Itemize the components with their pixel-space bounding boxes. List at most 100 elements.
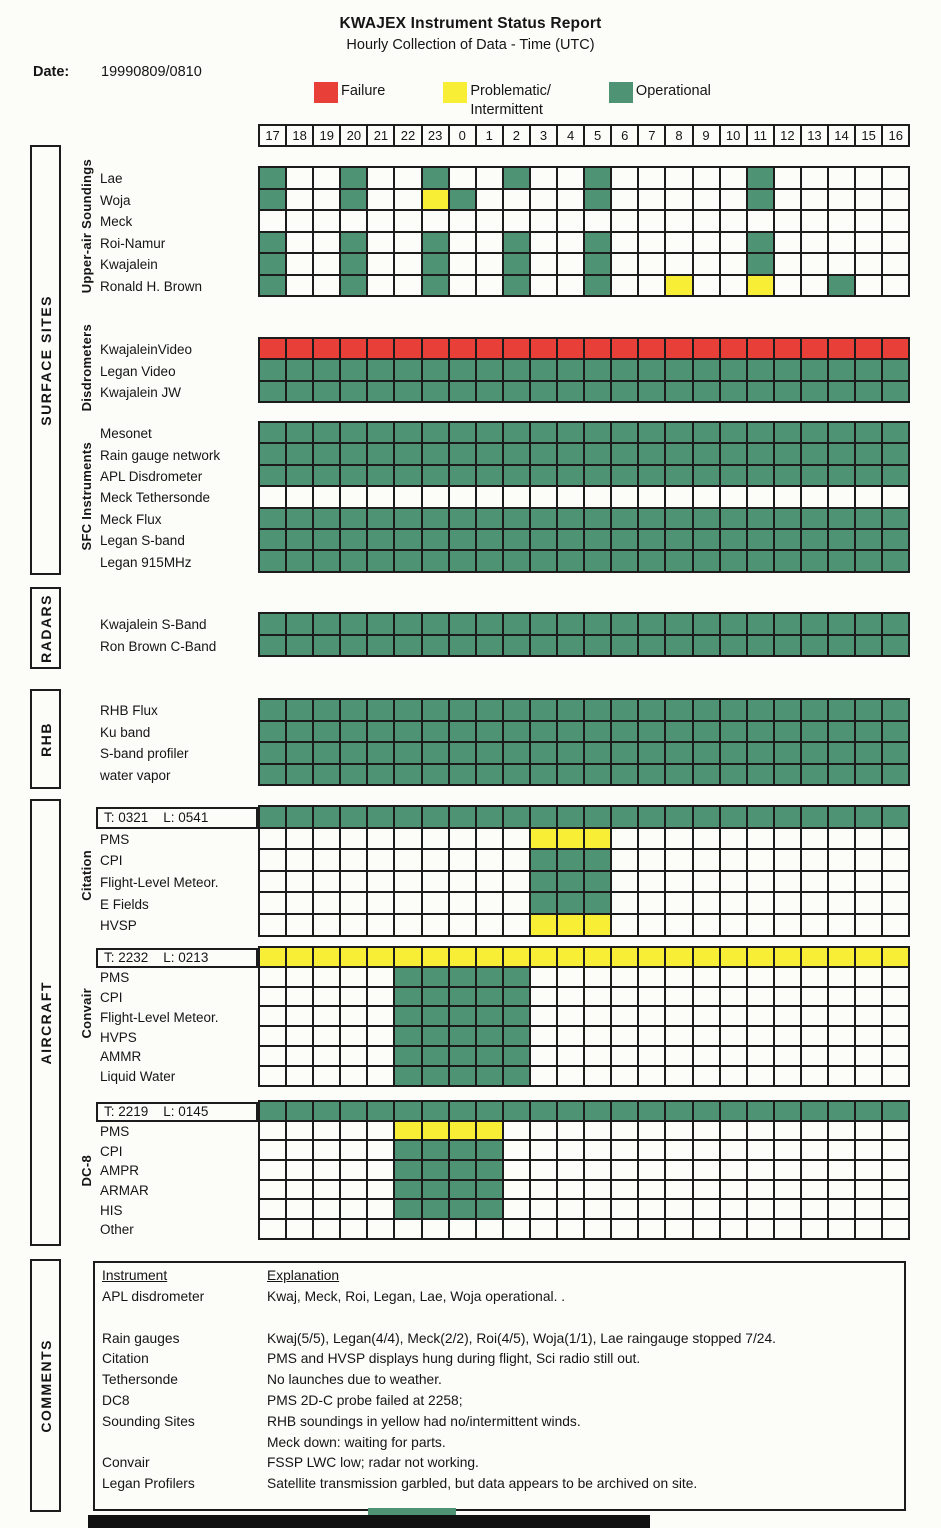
status-cell	[395, 764, 423, 786]
status-cell	[287, 614, 315, 636]
status-cell	[828, 508, 857, 530]
status-cell	[720, 871, 748, 894]
hour-label: 23	[423, 126, 450, 145]
status-cell	[449, 743, 477, 765]
status-cell	[314, 1102, 342, 1122]
status-cell	[449, 1121, 477, 1142]
status-cell	[856, 1121, 884, 1142]
status-cell	[720, 1161, 748, 1181]
section-label: AIRCRAFT	[37, 980, 54, 1065]
status-cell	[801, 1161, 829, 1181]
status-cell	[287, 987, 315, 1008]
status-cell	[558, 721, 586, 743]
status-cell	[828, 700, 857, 722]
status-cell	[828, 1180, 857, 1201]
status-cell	[585, 987, 613, 1008]
status-cell	[801, 1141, 829, 1162]
status-cell	[585, 764, 613, 786]
row-label: S-band profiler	[100, 746, 189, 762]
status-cell	[341, 1102, 369, 1122]
section-box-comments: COMMENTS	[30, 1259, 61, 1512]
status-cell	[260, 721, 288, 743]
section-label: SURFACE SITES	[37, 294, 54, 426]
status-cell	[476, 254, 504, 276]
status-cell	[449, 850, 477, 872]
status-cell	[476, 1141, 504, 1162]
status-cell	[476, 211, 504, 233]
status-cell	[260, 444, 288, 466]
status-cell	[368, 1180, 396, 1201]
status-cell	[883, 381, 911, 404]
status-cell	[503, 967, 531, 988]
status-cell	[585, 1141, 613, 1162]
status-cell	[287, 423, 315, 445]
status-cell	[774, 614, 802, 636]
status-cell	[368, 232, 396, 254]
status-cell	[422, 1220, 450, 1240]
status-cell	[260, 529, 288, 552]
status-cell	[612, 987, 640, 1008]
status-cell	[395, 508, 423, 530]
status-cell	[476, 721, 504, 743]
status-cell	[395, 360, 423, 382]
status-cell	[341, 948, 369, 968]
status-cell	[612, 1161, 640, 1181]
status-cell	[747, 1161, 775, 1181]
status-cell	[260, 914, 288, 937]
status-cell	[558, 487, 586, 509]
status-cell	[856, 232, 884, 254]
status-cell	[828, 551, 857, 573]
row-label: Meck Tethersonde	[100, 490, 211, 506]
status-cell	[287, 168, 315, 190]
status-cell	[693, 1200, 721, 1221]
status-cell	[828, 1046, 857, 1067]
status-cell	[530, 987, 559, 1008]
status-cell	[530, 444, 559, 466]
status-cell	[287, 828, 315, 851]
status-cell	[585, 465, 613, 488]
status-cell	[449, 529, 477, 552]
status-cell	[585, 914, 613, 937]
status-cell	[720, 987, 748, 1008]
status-cell	[422, 1066, 450, 1087]
status-cell	[260, 893, 288, 915]
status-cell	[639, 1141, 667, 1162]
group-label-text: SFC Instruments	[78, 441, 94, 551]
status-cell	[260, 1066, 288, 1087]
status-cell	[774, 529, 802, 552]
comment-row: Sounding Sites RHB soundings in yellow ha…	[102, 1412, 896, 1433]
hour-label: 13	[802, 126, 829, 145]
status-cell	[558, 465, 586, 488]
status-cell	[287, 487, 315, 509]
status-cell	[801, 871, 829, 894]
status-cell	[828, 721, 857, 743]
status-cell	[828, 871, 857, 894]
status-cell	[558, 967, 586, 988]
status-cell	[883, 967, 911, 988]
hour-label: 20	[341, 126, 369, 145]
row-label: PMS	[100, 970, 130, 986]
status-cell	[883, 232, 911, 254]
status-cell	[639, 360, 667, 382]
status-cell	[639, 1046, 667, 1067]
status-cell	[720, 893, 748, 915]
status-cell	[666, 987, 694, 1008]
hour-label: 16	[883, 126, 911, 145]
status-cell	[314, 444, 342, 466]
status-cell	[585, 1007, 613, 1028]
status-cell	[260, 967, 288, 988]
status-cell	[395, 893, 423, 915]
status-cell	[612, 700, 640, 722]
failure-label: Failure	[341, 83, 386, 99]
status-cell	[260, 1161, 288, 1181]
status-cell	[720, 189, 748, 211]
status-cell	[395, 850, 423, 872]
status-cell	[341, 871, 369, 894]
status-cell	[801, 508, 829, 530]
row-label-column: Kwajalein S-Band Ron Brown C-Band	[96, 612, 258, 657]
status-cell	[530, 254, 559, 276]
section-box-surface-sites: SURFACE SITES	[30, 145, 61, 575]
status-cell	[883, 871, 911, 894]
status-cell	[314, 487, 342, 509]
status-cell	[558, 211, 586, 233]
